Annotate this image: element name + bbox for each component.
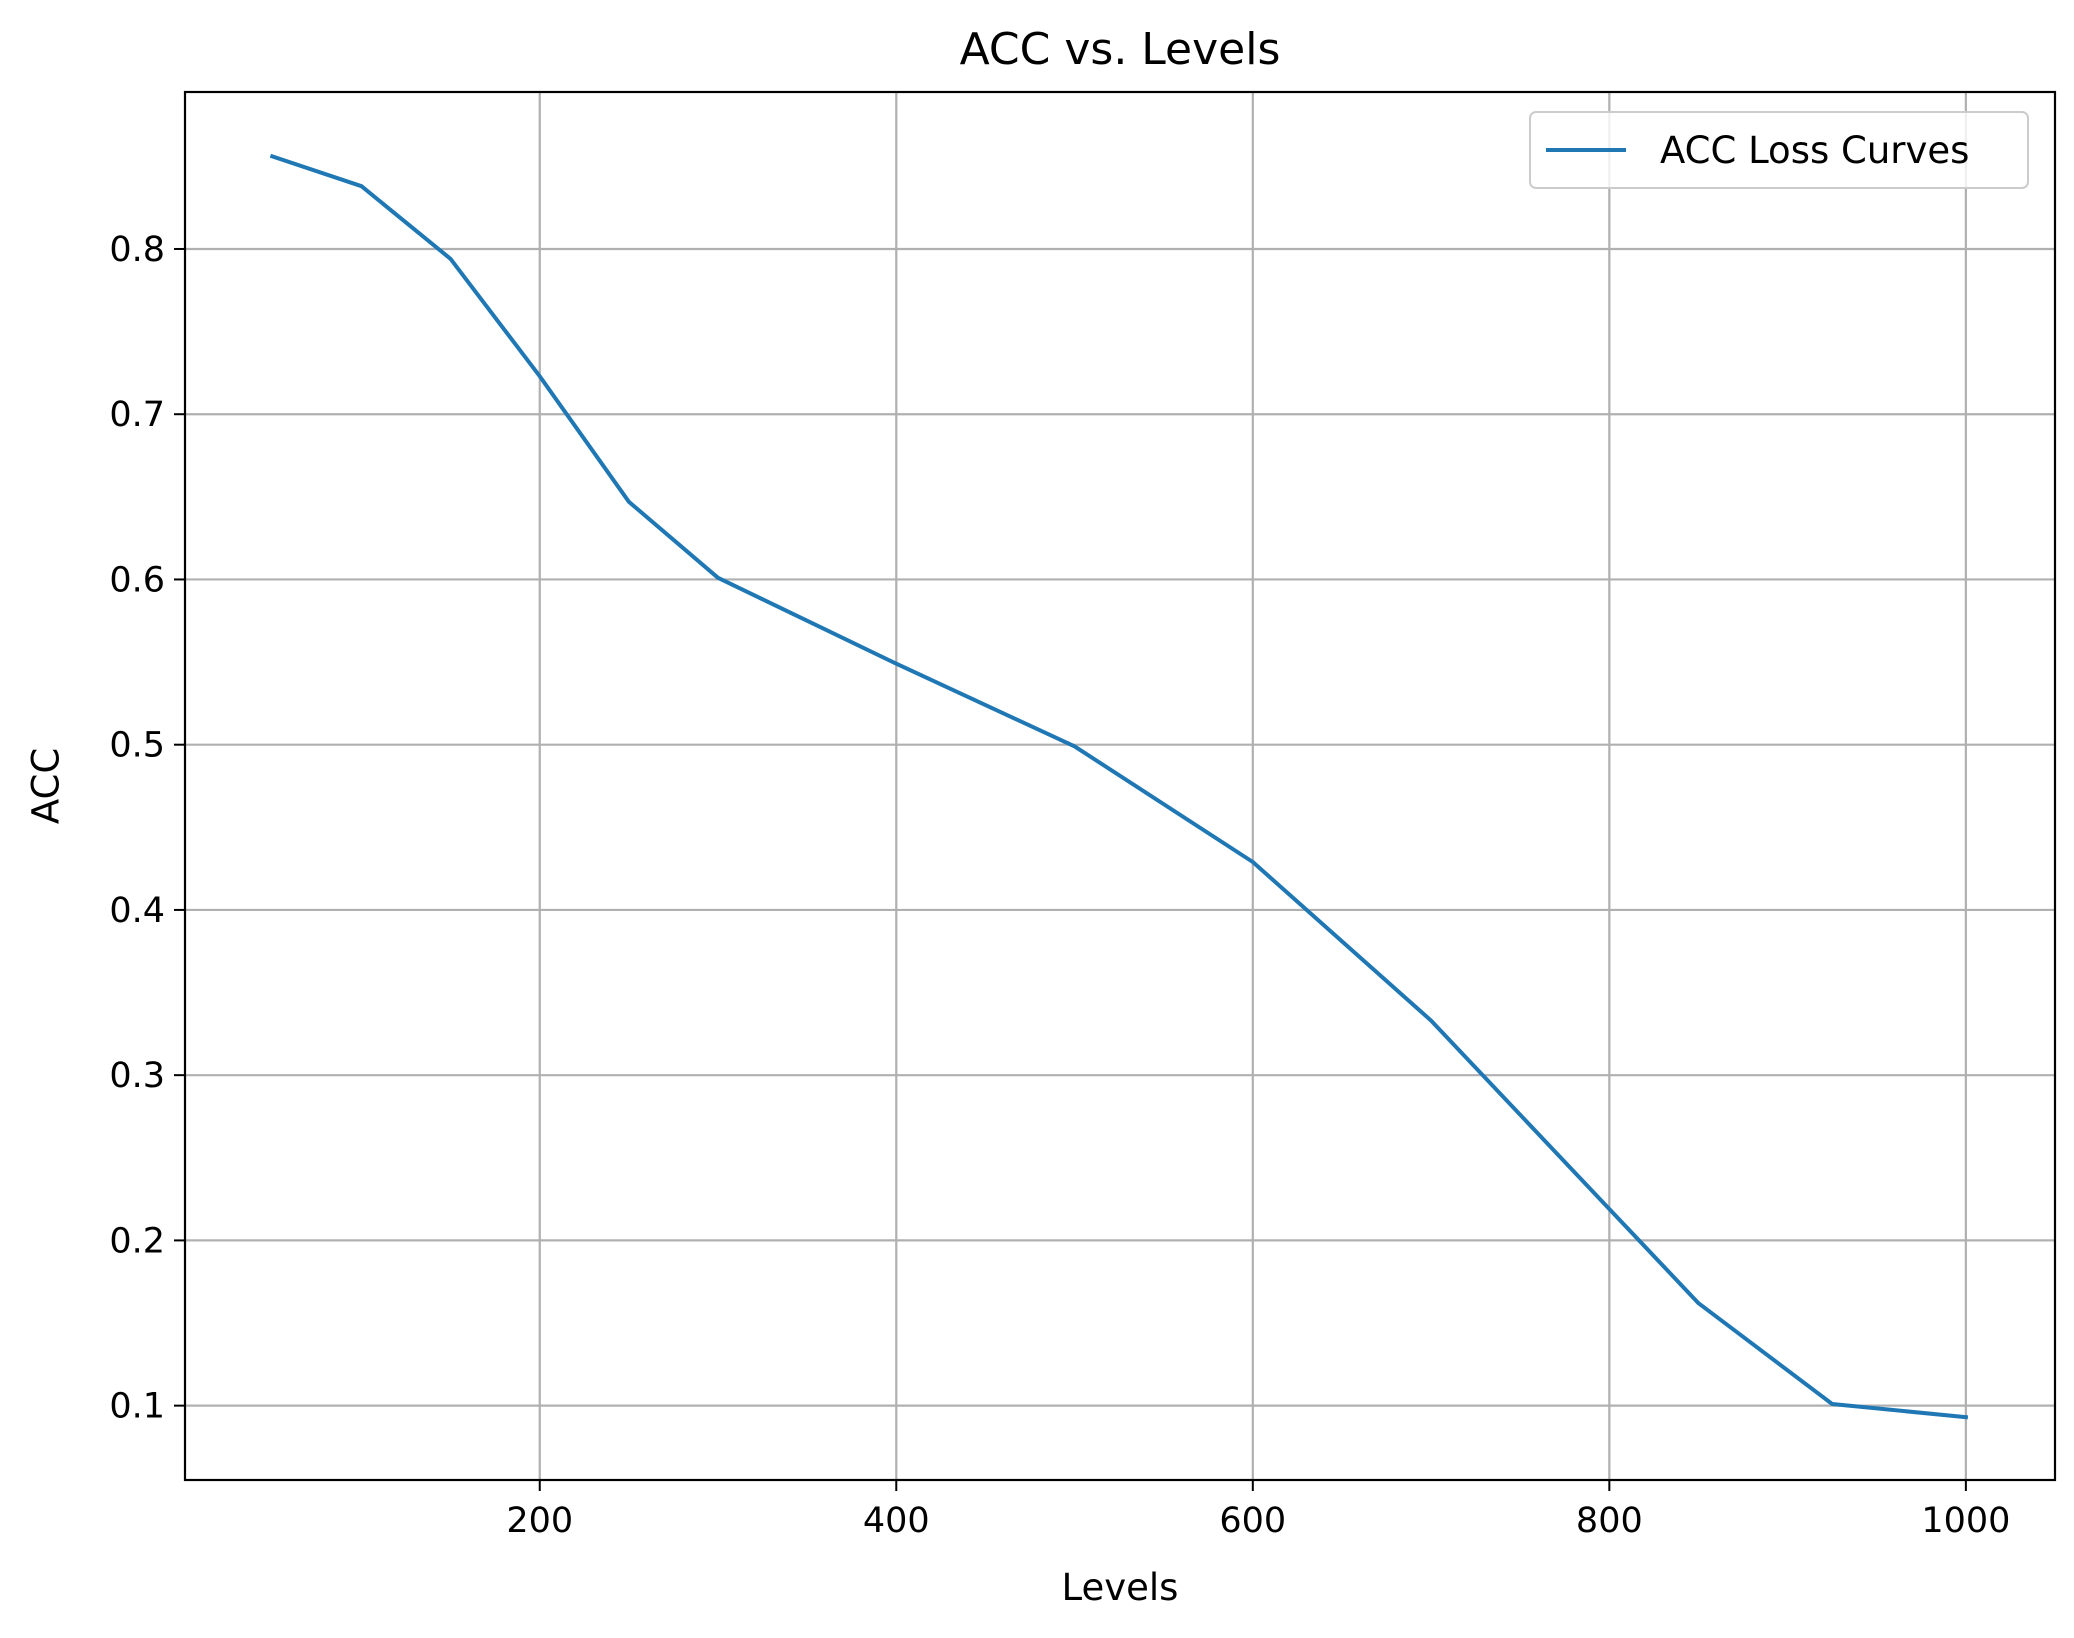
- x-tick-label: 1000: [1921, 1501, 2010, 1541]
- y-axis-label: ACC: [25, 748, 68, 824]
- x-tick-label: 400: [863, 1501, 930, 1541]
- y-tick-label: 0.3: [109, 1056, 165, 1096]
- y-tick-label: 0.6: [109, 560, 165, 600]
- legend-box: [1529, 111, 2029, 189]
- series-line-acc-loss-curves: [269, 153, 1969, 1420]
- y-tick-label: 0.7: [109, 395, 165, 435]
- legend: ACC Loss Curves: [1529, 111, 2029, 189]
- chart-title: ACC vs. Levels: [960, 24, 1281, 75]
- x-tick-label: 800: [1576, 1501, 1643, 1541]
- x-tick-label: 200: [506, 1501, 573, 1541]
- plot-frame: [183, 90, 2057, 1482]
- y-axis: 0.1 0.2 0.3 0.4 0.5 0.6 0.7 0.8: [109, 230, 185, 1427]
- x-axis: 200 400 600 800 1000: [506, 1480, 2010, 1541]
- grid: [185, 92, 2055, 1480]
- legend-label-acc-loss-curves: ACC Loss Curves: [1660, 129, 1969, 172]
- series-layer: [269, 153, 1969, 1420]
- y-tick-label: 0.5: [109, 726, 165, 766]
- y-tick-label: 0.1: [109, 1387, 165, 1427]
- y-tick-label: 0.4: [109, 891, 165, 931]
- x-tick-label: 600: [1219, 1501, 1286, 1541]
- y-tick-label: 0.2: [109, 1221, 165, 1261]
- x-axis-label: Levels: [1062, 1566, 1179, 1609]
- y-tick-label: 0.8: [109, 230, 165, 270]
